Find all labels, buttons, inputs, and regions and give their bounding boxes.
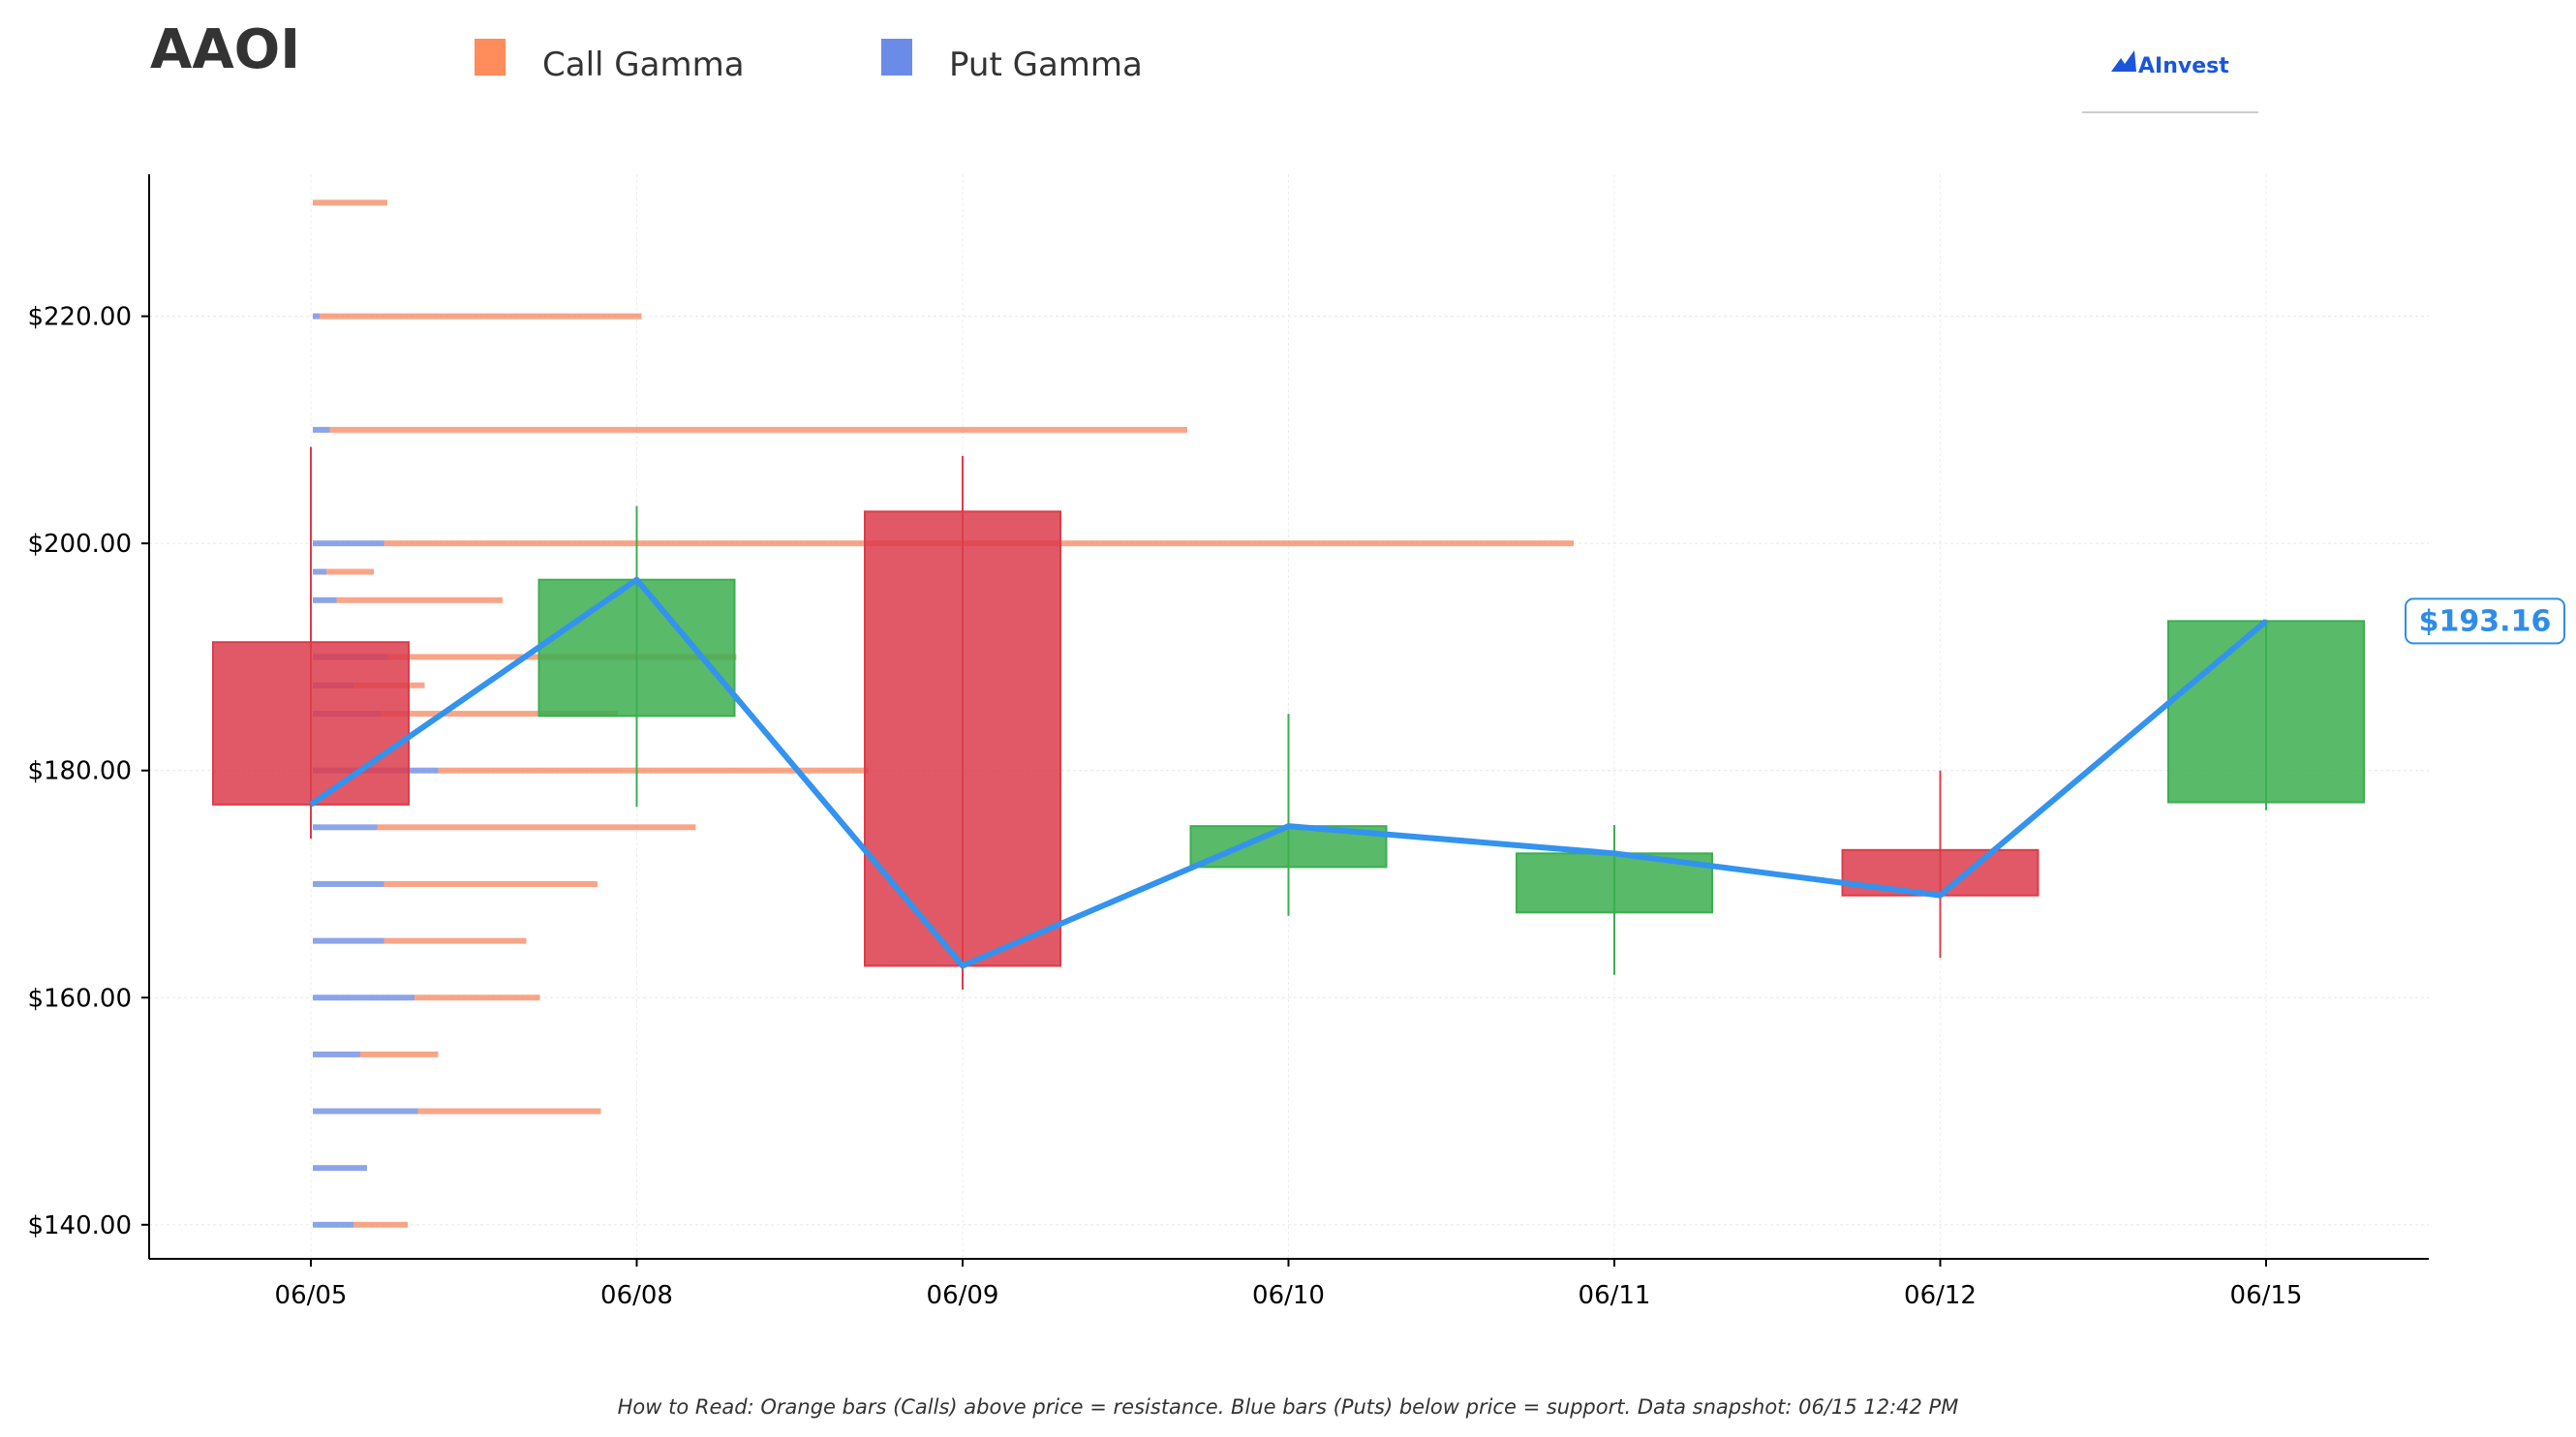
candle-body	[864, 510, 1061, 967]
candle-body	[212, 641, 410, 806]
y-tick-label: $220.00	[27, 303, 132, 332]
call-gamma-bar	[383, 880, 598, 887]
footer-note: How to Read: Orange bars (Calls) above p…	[618, 1395, 1959, 1419]
x-tick-label: 06/05	[275, 1281, 348, 1310]
call-gamma-bar	[320, 313, 642, 320]
ainvest-logo: AInvest	[2082, 50, 2258, 113]
call-gamma-bar	[381, 711, 618, 718]
put-gamma-bar	[313, 1108, 418, 1115]
put-gamma-bar	[313, 1221, 353, 1228]
current-price-label: $193.16	[2419, 604, 2552, 638]
call-gamma-bar	[417, 1108, 601, 1115]
x-tick-label: 06/08	[600, 1281, 673, 1310]
brand-name: AInvest	[2138, 54, 2229, 78]
legend-call-label: Call Gamma	[542, 46, 745, 84]
put-gamma-bar	[313, 1051, 360, 1057]
call-gamma-bar	[326, 568, 374, 575]
current-price-box	[2405, 597, 2565, 645]
put-gamma-bar	[313, 313, 320, 320]
call-gamma-bar	[377, 824, 696, 831]
put-gamma-bar	[313, 824, 378, 831]
legend-put-swatch	[881, 39, 912, 76]
x-tick-label: 06/12	[1904, 1281, 1977, 1310]
candle-body	[537, 578, 736, 718]
call-gamma-bar	[329, 426, 1187, 433]
x-tick-label: 06/11	[1579, 1281, 1651, 1310]
x-tick-label: 06/15	[2230, 1281, 2303, 1310]
axes: $140.00 $160.00 $180.00 $200.00 $220.00 06/05…	[27, 174, 2429, 1310]
put-gamma-bar	[313, 596, 337, 603]
call-gamma-bar	[383, 937, 527, 944]
candle-body	[2167, 620, 2365, 804]
put-gamma-bar	[313, 994, 414, 1001]
legend-call-swatch	[475, 39, 506, 76]
candles	[212, 446, 2365, 991]
y-tick-label: $140.00	[27, 1211, 132, 1240]
call-gamma-bar	[353, 1221, 408, 1228]
x-tick-label: 06/10	[1252, 1281, 1325, 1310]
y-tick-label: $200.00	[27, 530, 132, 559]
call-gamma-bar	[336, 596, 503, 603]
call-gamma-bar	[313, 199, 387, 206]
call-gamma-bar	[438, 767, 869, 774]
put-gamma-bar	[313, 426, 330, 433]
price-line-layer	[309, 576, 2268, 969]
put-gamma-bar	[313, 568, 326, 575]
current-price-tag: $193.16	[2405, 597, 2565, 645]
x-tick-label: 06/09	[927, 1281, 999, 1310]
price-line	[309, 576, 2268, 969]
legend-put-label: Put Gamma	[949, 46, 1143, 84]
call-gamma-bar	[360, 1051, 439, 1057]
y-tick-label: $180.00	[27, 757, 132, 786]
ticker-title: AAOI	[150, 18, 300, 81]
logo-mark-icon	[2111, 50, 2136, 72]
put-gamma-bar	[313, 880, 384, 887]
call-gamma-bar	[414, 994, 540, 1001]
put-gamma-bar	[313, 540, 384, 547]
y-tick-label: $160.00	[27, 984, 132, 1013]
put-gamma-bar	[313, 1165, 367, 1172]
put-gamma-bar	[313, 937, 384, 944]
